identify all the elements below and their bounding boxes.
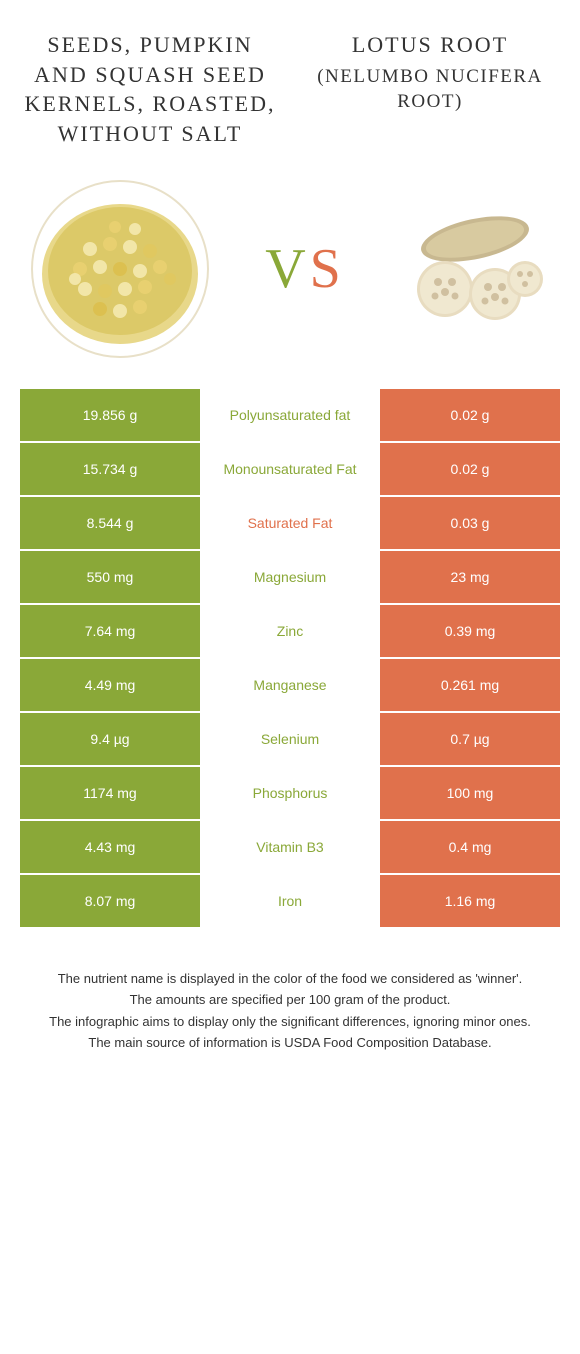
nutrient-label: Iron xyxy=(200,875,380,927)
value-right: 0.03 g xyxy=(380,497,560,549)
header: SEEDS, PUMPKIN AND SQUASH SEED KERNELS, … xyxy=(0,0,580,159)
table-row: 550 mgMagnesium23 mg xyxy=(20,551,560,603)
table-row: 8.07 mgIron1.16 mg xyxy=(20,875,560,927)
food2-image xyxy=(400,194,550,344)
table-row: 15.734 gMonounsaturated Fat0.02 g xyxy=(20,443,560,495)
value-right: 1.16 mg xyxy=(380,875,560,927)
nutrient-label: Selenium xyxy=(200,713,380,765)
value-right: 100 mg xyxy=(380,767,560,819)
value-left: 8.07 mg xyxy=(20,875,200,927)
footer-line: The main source of information is USDA F… xyxy=(30,1033,550,1053)
value-left: 7.64 mg xyxy=(20,605,200,657)
value-right: 0.02 g xyxy=(380,389,560,441)
value-left: 550 mg xyxy=(20,551,200,603)
value-left: 9.4 µg xyxy=(20,713,200,765)
table-row: 1174 mgPhosphorus100 mg xyxy=(20,767,560,819)
nutrition-table: 19.856 gPolyunsaturated fat0.02 g15.734 … xyxy=(0,389,580,927)
nutrient-label: Magnesium xyxy=(200,551,380,603)
food2-header: LOTUS ROOT (NELUMBO NUCIFERA ROOT) xyxy=(300,30,560,149)
value-right: 0.261 mg xyxy=(380,659,560,711)
food1-title: SEEDS, PUMPKIN AND SQUASH SEED KERNELS, … xyxy=(20,30,280,149)
value-left: 1174 mg xyxy=(20,767,200,819)
food1-image xyxy=(30,179,210,359)
value-right: 0.39 mg xyxy=(380,605,560,657)
value-left: 19.856 g xyxy=(20,389,200,441)
nutrient-label: Polyunsaturated fat xyxy=(200,389,380,441)
value-right: 0.4 mg xyxy=(380,821,560,873)
value-left: 8.544 g xyxy=(20,497,200,549)
value-left: 15.734 g xyxy=(20,443,200,495)
food2-title: LOTUS ROOT xyxy=(300,30,560,60)
table-row: 7.64 mgZinc0.39 mg xyxy=(20,605,560,657)
nutrient-label: Phosphorus xyxy=(200,767,380,819)
footer-notes: The nutrient name is displayed in the co… xyxy=(0,929,580,1075)
vs-s: S xyxy=(310,238,345,300)
nutrient-label: Saturated Fat xyxy=(200,497,380,549)
table-row: 19.856 gPolyunsaturated fat0.02 g xyxy=(20,389,560,441)
table-row: 8.544 gSaturated Fat0.03 g xyxy=(20,497,560,549)
nutrient-label: Zinc xyxy=(200,605,380,657)
value-left: 4.43 mg xyxy=(20,821,200,873)
images-row: VS xyxy=(0,159,580,389)
food1-header: SEEDS, PUMPKIN AND SQUASH SEED KERNELS, … xyxy=(20,30,280,149)
footer-line: The infographic aims to display only the… xyxy=(30,1012,550,1032)
table-row: 4.49 mgManganese0.261 mg xyxy=(20,659,560,711)
nutrient-label: Monounsaturated Fat xyxy=(200,443,380,495)
value-right: 0.7 µg xyxy=(380,713,560,765)
nutrient-label: Manganese xyxy=(200,659,380,711)
footer-line: The nutrient name is displayed in the co… xyxy=(30,969,550,989)
value-right: 23 mg xyxy=(380,551,560,603)
value-left: 4.49 mg xyxy=(20,659,200,711)
vs-label: VS xyxy=(265,237,345,301)
value-right: 0.02 g xyxy=(380,443,560,495)
table-row: 4.43 mgVitamin B30.4 mg xyxy=(20,821,560,873)
nutrient-label: Vitamin B3 xyxy=(200,821,380,873)
food2-subtitle: (NELUMBO NUCIFERA ROOT) xyxy=(300,64,560,115)
vs-v: V xyxy=(265,238,309,300)
footer-line: The amounts are specified per 100 gram o… xyxy=(30,990,550,1010)
table-row: 9.4 µgSelenium0.7 µg xyxy=(20,713,560,765)
